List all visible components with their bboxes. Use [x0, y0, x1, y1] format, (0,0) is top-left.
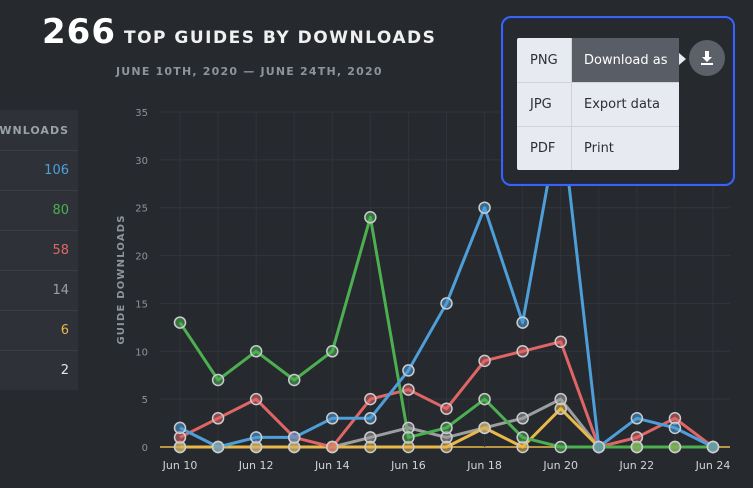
y-tick-label: 25: [135, 204, 148, 215]
downloads-value: 14: [52, 283, 69, 298]
y-tick-label: 35: [135, 108, 148, 119]
data-point: [402, 383, 415, 396]
data-point: [516, 412, 529, 425]
menu-pointer: [679, 53, 686, 65]
data-point: [554, 440, 567, 454]
data-point: [364, 211, 377, 224]
format-png[interactable]: PNG: [530, 52, 558, 68]
downloads-table: DOWNLOADS 106 80 58 14 6 2: [0, 110, 78, 390]
x-tick-label: Jun 14: [314, 459, 350, 472]
data-point: [440, 421, 453, 435]
data-point: [478, 421, 491, 435]
page-title: TOP GUIDES BY DOWNLOADS: [123, 28, 437, 48]
x-tick-label: Jun 12: [238, 459, 274, 472]
date-range: JUNE 10TH, 2020 — JUNE 24TH, 2020: [116, 65, 383, 78]
downloads-value: 2: [60, 363, 69, 378]
menu-divider: [571, 38, 572, 170]
data-point: [287, 431, 301, 444]
data-point: [440, 402, 453, 415]
table-row[interactable]: 6: [0, 310, 78, 350]
export-menu: PNG JPG PDF Download as Export data Prin…: [517, 38, 679, 170]
total-downloads: 266: [42, 12, 116, 52]
x-tick-label: Jun 20: [542, 459, 578, 472]
data-point: [326, 440, 339, 454]
export-data-menu-item[interactable]: Export data: [584, 96, 660, 112]
data-point: [402, 431, 415, 444]
export-button[interactable]: [689, 40, 725, 76]
data-point: [516, 316, 529, 329]
data-point: [211, 373, 225, 387]
data-point: [668, 421, 682, 435]
data-point: [554, 335, 567, 348]
downloads-column-header[interactable]: DOWNLOADS: [0, 110, 78, 150]
data-point: [364, 440, 377, 454]
y-tick-label: 30: [135, 156, 148, 167]
menu-divider: [517, 82, 679, 83]
x-tick-label: Jun 16: [390, 459, 426, 472]
downloads-value: 58: [52, 243, 69, 258]
table-row[interactable]: 80: [0, 190, 78, 230]
data-point: [173, 421, 187, 435]
data-point: [211, 412, 225, 425]
y-tick-label: 10: [135, 347, 148, 358]
header: 266 TOP GUIDES BY DOWNLOADS: [42, 12, 436, 52]
table-row[interactable]: 2: [0, 350, 78, 390]
data-point: [478, 201, 491, 214]
data-point: [706, 440, 720, 454]
y-tick-label: 0: [142, 443, 148, 454]
data-point: [630, 440, 644, 454]
data-point: [554, 402, 567, 415]
data-point: [440, 440, 453, 454]
download-as-menu-item[interactable]: Download as: [571, 38, 679, 82]
data-point: [630, 412, 644, 425]
data-point: [668, 440, 682, 454]
data-point: [364, 412, 377, 425]
y-tick-label: 15: [135, 299, 148, 310]
downloads-value: 6: [60, 323, 69, 338]
downloads-value: 106: [44, 163, 69, 178]
menu-divider: [517, 126, 679, 127]
download-icon: [701, 51, 713, 65]
format-pdf[interactable]: PDF: [530, 140, 556, 156]
data-point: [249, 431, 263, 444]
table-row[interactable]: 14: [0, 270, 78, 310]
x-tick-label: Jun 18: [466, 459, 502, 472]
data-point: [364, 392, 377, 406]
data-point: [326, 345, 339, 358]
data-point: [478, 354, 491, 368]
data-point: [326, 412, 339, 425]
data-point: [516, 345, 529, 358]
y-tick-label: 20: [135, 252, 148, 263]
y-axis-label: GUIDE DOWNLOADS: [116, 214, 127, 344]
data-point: [402, 364, 415, 377]
data-point: [211, 440, 225, 454]
x-tick-label: Jun 10: [162, 459, 198, 472]
y-tick-label: 5: [142, 395, 148, 406]
print-menu-item[interactable]: Print: [584, 140, 614, 156]
data-point: [516, 431, 529, 444]
data-point: [287, 373, 301, 387]
table-row[interactable]: 106: [0, 150, 78, 190]
downloads-value: 80: [52, 203, 69, 218]
data-point: [592, 440, 606, 454]
table-row[interactable]: 58: [0, 230, 78, 270]
data-point: [249, 345, 263, 358]
data-point: [478, 392, 491, 406]
format-jpg[interactable]: JPG: [530, 96, 552, 112]
data-point: [173, 316, 187, 329]
x-tick-label: Jun 24: [695, 459, 731, 472]
data-point: [249, 392, 263, 406]
x-tick-label: Jun 22: [619, 459, 655, 472]
data-point: [440, 297, 453, 310]
